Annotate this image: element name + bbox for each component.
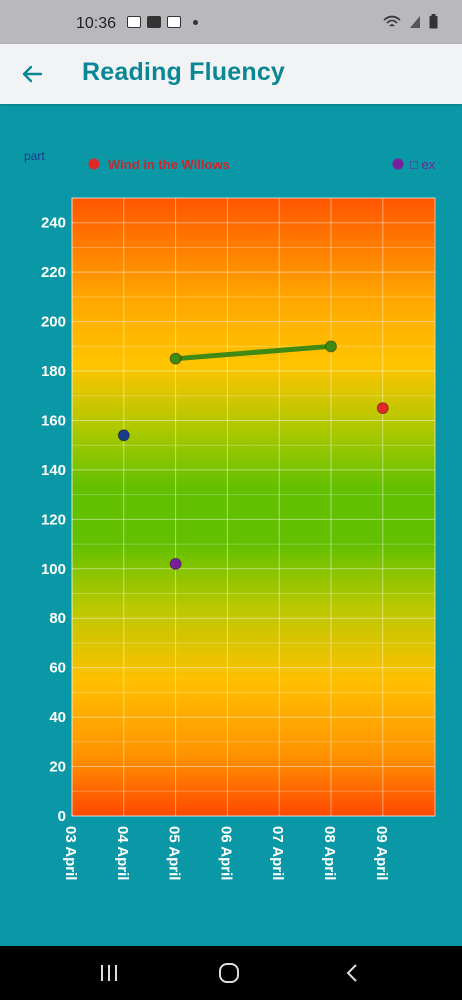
y-tick-label: 240 <box>41 215 66 232</box>
y-tick-label: 140 <box>41 462 66 479</box>
notification-icons <box>127 16 198 28</box>
x-tick-label: 03 April <box>62 826 79 880</box>
caption-icon <box>167 16 181 28</box>
back-icon[interactable] <box>342 962 364 984</box>
y-tick-label: 160 <box>41 412 66 429</box>
system-icons <box>383 14 438 29</box>
y-tick-label: 60 <box>49 660 66 677</box>
legend-label-part: part <box>24 149 45 163</box>
battery-icon <box>429 14 438 29</box>
recent-apps-icon[interactable] <box>98 962 120 984</box>
x-axis-ticks: 03 April 04 April 05 April 06 April 07 April… <box>62 826 390 880</box>
data-point <box>376 402 389 415</box>
data-series <box>117 340 389 570</box>
navigation-bar <box>0 946 462 1000</box>
x-tick-label: 05 April <box>166 826 183 880</box>
y-tick-label: 40 <box>49 709 66 726</box>
x-tick-label: 08 April <box>321 826 338 880</box>
y-tick-label: 180 <box>41 363 66 380</box>
y-tick-label: 100 <box>41 561 66 578</box>
y-tick-label: 0 <box>58 808 66 825</box>
legend-marker-ex <box>392 158 404 170</box>
x-tick-label: 09 April <box>373 826 390 880</box>
x-tick-label: 06 April <box>217 826 234 880</box>
data-point <box>169 352 182 365</box>
page-title: Reading Fluency <box>82 58 286 86</box>
data-point <box>169 557 182 570</box>
chart-area: part Wind in the Willows □ ex 0 20 40 60 80 1… <box>0 104 462 946</box>
wifi-icon <box>383 15 401 27</box>
legend-label-ex: □ ex <box>410 157 436 172</box>
status-time: 10:36 <box>76 15 117 32</box>
y-tick-label: 200 <box>41 314 66 331</box>
y-tick-label: 220 <box>41 264 66 281</box>
app-bar: Reading Fluency <box>0 44 462 104</box>
home-icon[interactable] <box>218 962 240 984</box>
signal-icon <box>410 15 420 28</box>
y-axis-ticks: 0 20 40 60 80 100 120 140 160 180 200 220 240 <box>41 215 66 825</box>
back-arrow-icon[interactable] <box>20 62 44 86</box>
plot-background <box>72 198 435 816</box>
y-tick-label: 120 <box>41 511 66 528</box>
y-tick-label: 20 <box>49 759 66 776</box>
more-dot-icon <box>193 19 198 25</box>
x-tick-label: 07 April <box>269 826 286 880</box>
y-tick-label: 80 <box>49 610 66 627</box>
grid-lines <box>71 197 435 817</box>
image-icon <box>127 16 141 28</box>
legend-label-wind-in-the-willows: Wind in the Willows <box>108 157 230 172</box>
x-tick-label: 04 April <box>114 826 131 880</box>
status-bar: 10:36 <box>0 0 462 44</box>
reading-fluency-chart: part Wind in the Willows □ ex 0 20 40 60 80 1… <box>24 149 436 880</box>
data-point <box>117 429 130 442</box>
legend-marker-wind-in-the-willows <box>88 158 100 170</box>
data-point <box>325 340 337 353</box>
plot-border <box>71 197 436 817</box>
series-line <box>173 343 334 362</box>
app-icon <box>147 16 161 28</box>
